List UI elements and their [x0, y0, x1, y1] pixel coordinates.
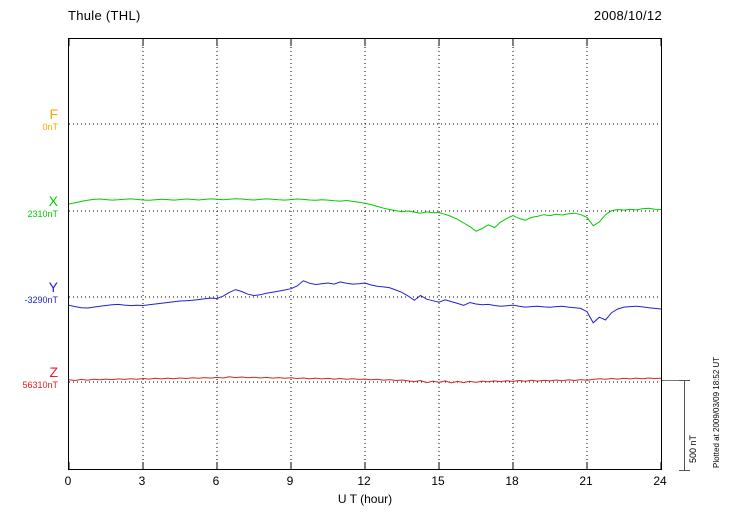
x-axis-tick-label: 0: [64, 474, 72, 488]
x-axis-tick-label: 15: [431, 474, 445, 488]
series-baseline-z: 56310nT: [22, 380, 58, 390]
x-axis-tick-label: 3: [138, 474, 146, 488]
series-name-y: Y: [48, 279, 58, 295]
observation-date: 2008/10/12: [593, 8, 662, 23]
plotted-at-note: Plotted at 2009/03/09 18:52 UT: [712, 356, 721, 468]
series-baseline-x: 2310nT: [27, 209, 58, 219]
scalebar-top-tick: [679, 380, 690, 381]
plot-area: [68, 38, 662, 470]
series-name-x: X: [48, 193, 58, 209]
plot-canvas: [69, 39, 661, 469]
series-label-f: F 0nT: [0, 107, 58, 133]
series-name-f: F: [49, 106, 58, 122]
x-axis-tick-label: 6: [212, 474, 220, 488]
scalebar-connector-line: [662, 380, 685, 381]
series-baseline-y: -3290nT: [24, 295, 58, 305]
x-axis-tick-label: 12: [357, 474, 371, 488]
scalebar-line: [684, 380, 685, 470]
x-axis-tick-label: 9: [286, 474, 294, 488]
series-label-z: Z 56310nT: [0, 365, 58, 391]
x-axis-tick-label: 24: [653, 474, 667, 488]
x-axis-tick-label: 18: [505, 474, 519, 488]
series-label-x: X 2310nT: [0, 194, 58, 220]
x-axis-tick-labels: 0 3 6 9 12 15 18 21 24: [0, 474, 730, 488]
station-title: Thule (THL): [68, 8, 141, 23]
series-label-y: Y -3290nT: [0, 280, 58, 306]
scalebar-bottom-tick: [679, 470, 690, 471]
x-axis-tick-label: 21: [579, 474, 593, 488]
series-baseline-f: 0nT: [42, 122, 58, 132]
series-name-z: Z: [49, 364, 58, 380]
scalebar-label: 500 nT: [688, 434, 698, 463]
x-axis-title: U T (hour): [337, 492, 393, 506]
